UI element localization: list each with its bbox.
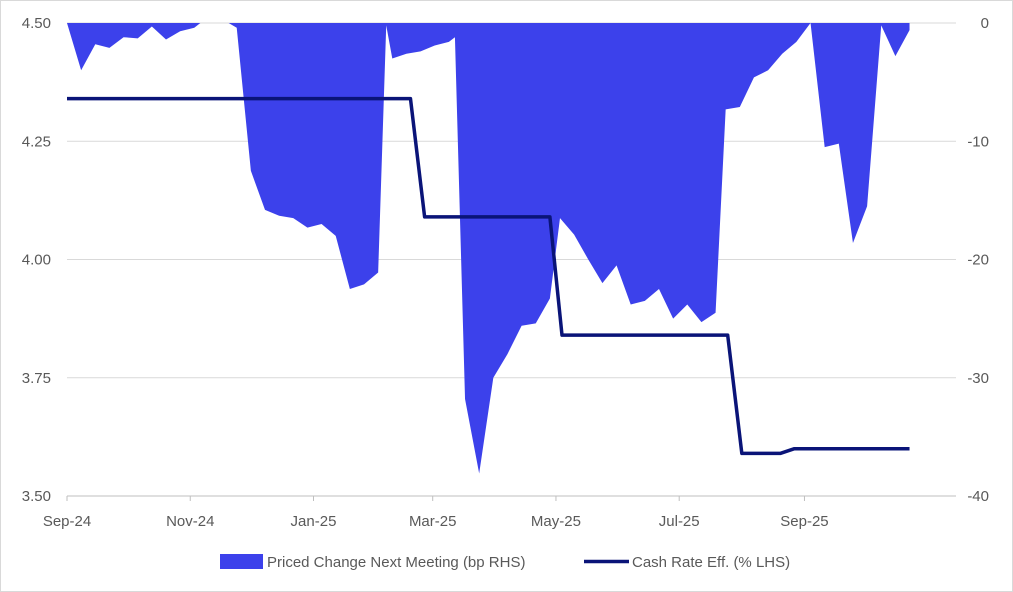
legend-swatch-priced-change [220, 554, 263, 569]
x-tick-label: Nov-24 [166, 513, 214, 530]
y-right-tick-label: -40 [967, 488, 989, 505]
x-tick-label: Sep-24 [43, 513, 91, 530]
y-right-tick-labels: -40 -30 -20 -10 0 [967, 15, 989, 505]
x-tick-labels: Sep-24 Nov-24 Jan-25 Mar-25 May-25 Jul-25 Sep-… [43, 513, 829, 530]
y-left-tick-label: 4.50 [22, 15, 51, 32]
legend-label-cash-rate: Cash Rate Eff. (% LHS) [632, 554, 790, 571]
y-left-tick-label: 4.00 [22, 252, 51, 269]
legend: Priced Change Next Meeting (bp RHS) Cash … [220, 554, 790, 571]
line-series-cash-rate [67, 96, 910, 456]
x-tick-label: Jan-25 [291, 513, 337, 530]
x-tick-label: Jul-25 [659, 513, 700, 530]
y-left-tick-labels: 3.50 3.75 4.00 4.25 4.50 [22, 15, 51, 505]
axes [66, 495, 956, 501]
x-tick-label: May-25 [531, 513, 581, 530]
area-series-priced-change [67, 23, 910, 474]
x-tick-label: Sep-25 [780, 513, 828, 530]
line-series-layer [67, 96, 910, 456]
y-right-tick-label: -10 [967, 133, 989, 150]
x-tick-label: Mar-25 [409, 513, 457, 530]
y-left-tick-label: 4.25 [22, 133, 51, 150]
y-right-tick-label: -20 [967, 252, 989, 269]
area-series-layer [67, 23, 910, 474]
y-right-tick-label: -30 [967, 370, 989, 387]
y-left-tick-label: 3.75 [22, 370, 51, 387]
y-right-tick-label: 0 [981, 15, 989, 32]
y-left-tick-label: 3.50 [22, 488, 51, 505]
legend-label-priced-change: Priced Change Next Meeting (bp RHS) [267, 554, 525, 571]
